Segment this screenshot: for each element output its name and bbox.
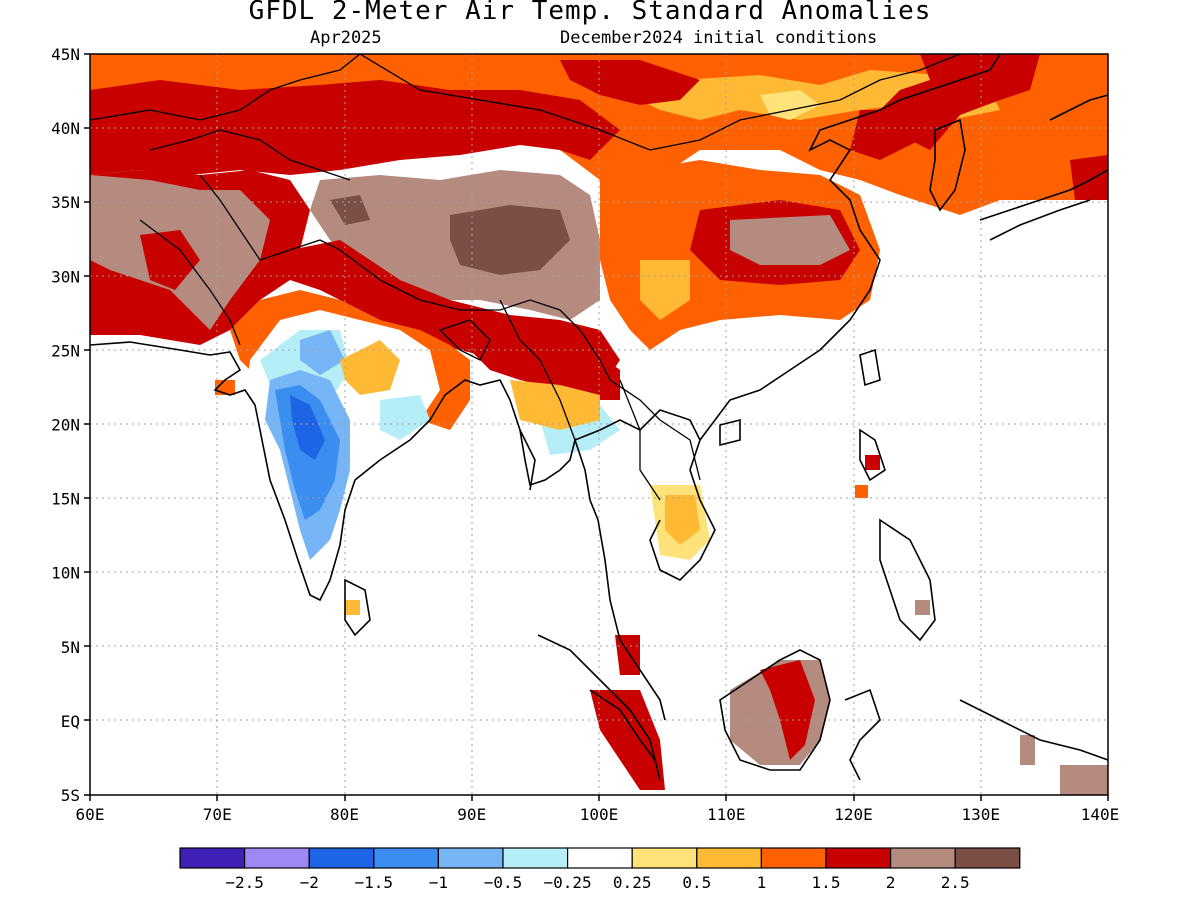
lat-label: 35N [51,193,80,212]
lat-label: 20N [51,416,80,435]
legend-swatch [179,847,246,869]
longitude-labels: 60E 70E 80E 90E 100E 110E 120E 130E 140E [76,805,1120,824]
legend-label: −0.25 [544,873,592,892]
legend-swatch [244,847,310,869]
graticule [90,54,1108,795]
latitude-labels: 45N 40N 35N 30N 25N 20N 15N 10N 5N EQ 5S [51,45,80,805]
legend-swatch [825,847,892,869]
legend-swatch [631,847,698,869]
lon-label: 110E [707,805,746,824]
lon-label: 70E [203,805,232,824]
lat-label: 30N [51,267,80,286]
lat-label: 5S [61,786,80,805]
legend-label: 1.5 [812,873,841,892]
legend-label: 1 [757,873,767,892]
initial-conditions-label: December2024 initial conditions [560,28,878,48]
lon-label: 80E [330,805,359,824]
legend-swatch [760,847,827,869]
lat-label: 25N [51,341,80,360]
legend-label: −2 [300,873,319,892]
anomaly-field [90,54,1108,795]
lat-label: 15N [51,490,80,509]
legend-label: 0.25 [613,873,652,892]
legend-label: −1.5 [355,873,394,892]
legend-swatch [566,847,633,869]
lon-label: 120E [834,805,873,824]
lon-label: 130E [961,805,1000,824]
lat-label: 45N [51,45,80,64]
legend-swatch [954,847,1021,869]
borders [90,54,961,501]
legend-label: −1 [429,873,448,892]
lon-label: 140E [1081,805,1120,824]
coastlines [90,54,1108,781]
legend-label: 0.5 [682,873,711,892]
legend-swatch [373,847,439,869]
legend-swatch [502,847,569,869]
lat-label: EQ [61,712,80,731]
lon-label: 60E [76,805,105,824]
lat-label: 5N [61,638,80,657]
legend-label: 2 [886,873,896,892]
legend-label: −2.5 [225,873,264,892]
lon-label: 90E [457,805,486,824]
legend-swatch [308,847,375,869]
legend-label: −0.5 [484,873,523,892]
legend-swatch [696,847,762,869]
legend-swatch [437,847,504,869]
tick-marks [84,53,1109,801]
color-legend: −2.5 −2 −1.5 −1 −0.5 −0.25 0.25 0.5 1 1.5 2 2.5 [179,847,1021,892]
lon-label: 100E [580,805,619,824]
valid-month-label: Apr2025 [310,28,382,48]
map-title: GFDL 2-Meter Air Temp. Standard Anomalie… [248,0,932,26]
lat-label: 40N [51,119,80,138]
legend-swatch [889,847,956,869]
legend-label: 2.5 [941,873,970,892]
lat-label: 10N [51,564,80,583]
